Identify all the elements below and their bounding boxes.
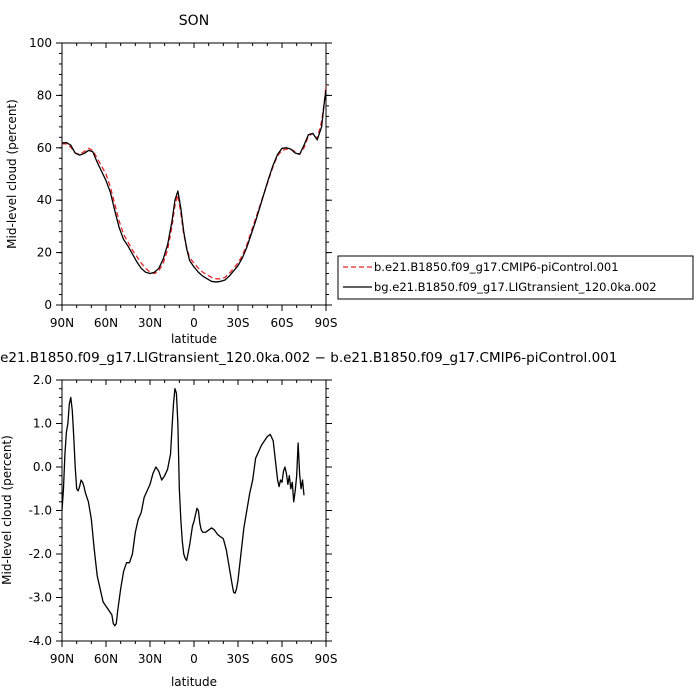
bottom-x-tick-label: 60S	[271, 652, 294, 666]
top-x-tick-label: 60N	[94, 316, 118, 330]
top-y-tick-label: 20	[37, 246, 52, 260]
bottom-x-tick-label: 60N	[94, 652, 118, 666]
bottom-chart-title: bg.e21.B1850.f09_g17.LIGtransient_120.0k…	[0, 350, 617, 366]
top-series-group	[61, 84, 327, 283]
top-chart-title: SON	[179, 13, 209, 29]
top-chart: SON 90N 60N 30N 0 30S 60S 90S 0 20 40 60 80 100 lati…	[5, 13, 337, 346]
top-y-tick-label: 0	[44, 298, 52, 312]
bottom-plot-frame	[61, 379, 327, 642]
bottom-y-tick-label: 0.0	[33, 460, 52, 474]
bottom-series-line-0	[61, 388, 305, 627]
bottom-x-tick-label: 30N	[138, 652, 162, 666]
bottom-x-tick-label: 30S	[227, 652, 250, 666]
top-y-tick-label: 60	[37, 141, 52, 155]
legend-label-control: b.e21.B1850.f09_g17.CMIP6-piControl.001	[374, 260, 619, 274]
bottom-x-tick-label: 90N	[50, 652, 74, 666]
bottom-y-axis-label: Mid-level cloud (percent)	[0, 435, 14, 585]
top-x-tick-label: 30N	[138, 316, 162, 330]
top-series-line-1	[61, 90, 327, 283]
bottom-x-tick-label: 0	[190, 652, 198, 666]
top-series-line-0	[62, 84, 327, 280]
top-x-tick-label: 90S	[315, 316, 338, 330]
bottom-x-axis-label: latitude	[171, 675, 217, 689]
top-plot-frame	[61, 42, 327, 306]
bottom-chart: bg.e21.B1850.f09_g17.LIGtransient_120.0k…	[0, 350, 617, 689]
top-y-tick-label: 100	[29, 36, 52, 50]
top-x-tick-label: 0	[190, 316, 198, 330]
top-axis-ticks: 90N 60N 30N 0 30S 60S 90S 0 20 40 60 80 100	[29, 36, 337, 330]
top-y-axis-label: Mid-level cloud (percent)	[5, 99, 19, 249]
top-x-tick-label: 90N	[50, 316, 74, 330]
bottom-series-group	[61, 388, 305, 627]
legend: b.e21.B1850.f09_g17.CMIP6-piControl.001 …	[337, 255, 694, 300]
top-x-tick-label: 30S	[227, 316, 250, 330]
bottom-y-tick-label: -3.0	[29, 591, 52, 605]
top-x-tick-label: 60S	[271, 316, 294, 330]
bottom-y-tick-label: 2.0	[33, 373, 52, 387]
bottom-y-tick-label: -2.0	[29, 547, 52, 561]
bottom-y-tick-label: 1.0	[33, 417, 52, 431]
bottom-axis-ticks: 90N 60N 30N 0 30S 60S 90S -4.0 -3.0 -2.0 -1.0 0.0 1.…	[29, 373, 338, 666]
legend-box	[337, 255, 694, 300]
top-y-tick-label: 80	[37, 88, 52, 102]
bottom-x-tick-label: 90S	[315, 652, 338, 666]
top-y-tick-label: 40	[37, 193, 52, 207]
top-x-axis-label: latitude	[171, 332, 217, 346]
bottom-y-tick-label: -4.0	[29, 634, 52, 648]
legend-label-lig: bg.e21.B1850.f09_g17.LIGtransient_120.0k…	[374, 280, 657, 294]
bottom-y-tick-label: -1.0	[29, 504, 52, 518]
